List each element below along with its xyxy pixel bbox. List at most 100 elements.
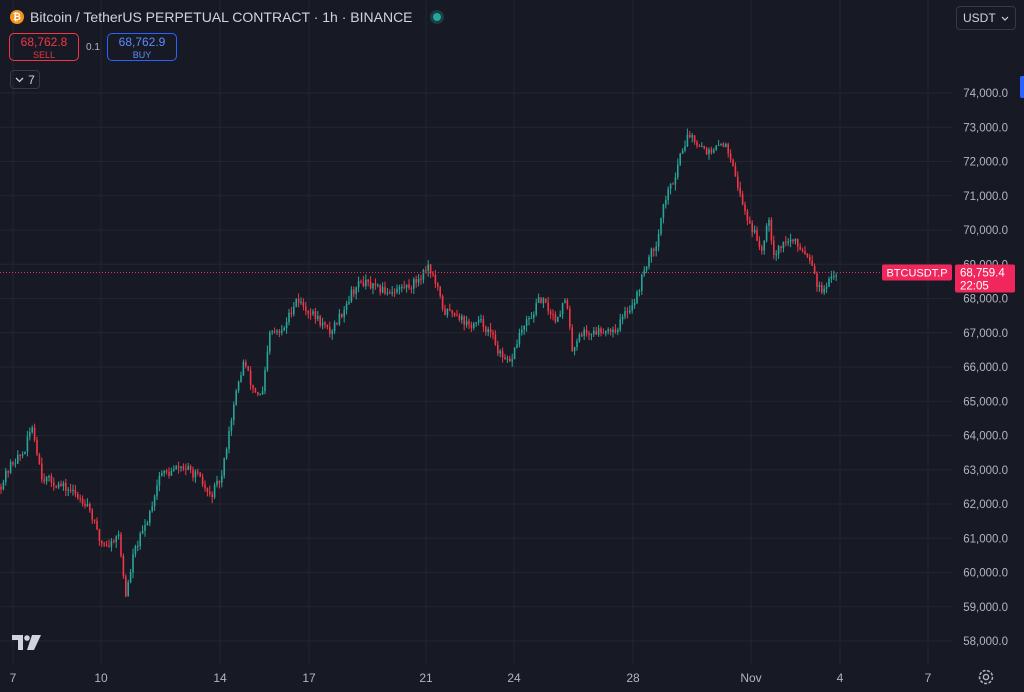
candle <box>417 278 420 283</box>
time-axis: 7 10 14 17 21 24 28 Nov 4 7 <box>10 671 932 685</box>
candle <box>499 351 501 354</box>
candle <box>833 276 835 278</box>
gear-icon[interactable] <box>976 667 996 687</box>
candle <box>619 319 621 331</box>
side-panel-handle[interactable] <box>1020 76 1024 98</box>
candle <box>799 246 801 250</box>
candle <box>494 334 497 345</box>
candle <box>367 279 369 283</box>
candle <box>549 311 552 315</box>
candle <box>480 319 482 321</box>
candle <box>285 322 288 328</box>
candle <box>463 316 465 325</box>
candle <box>149 511 151 524</box>
candle <box>751 223 753 233</box>
candle <box>43 479 45 482</box>
candle <box>153 496 156 507</box>
candle <box>525 319 528 326</box>
indicators-toggle-button[interactable]: 7 <box>10 70 40 89</box>
candle <box>261 391 264 395</box>
sell-price: 68,762.8 <box>20 35 68 49</box>
candle <box>19 454 21 456</box>
candle <box>41 463 43 480</box>
time-tick-label: 4 <box>837 671 844 685</box>
candle <box>453 313 456 316</box>
candle <box>775 254 777 256</box>
candle <box>264 370 266 392</box>
candle <box>398 287 401 289</box>
candle <box>444 308 446 315</box>
candle <box>81 498 84 504</box>
candle <box>105 544 108 546</box>
price-tick-label: 61,000.0 <box>963 533 1008 545</box>
candle <box>482 319 485 327</box>
candle <box>343 309 345 317</box>
candle <box>333 322 336 332</box>
candle <box>348 301 350 304</box>
candle <box>257 392 259 395</box>
candle <box>593 330 595 334</box>
currency-select[interactable]: USDT <box>956 6 1016 30</box>
candle <box>605 331 607 334</box>
candle <box>528 318 530 320</box>
candle <box>372 283 374 289</box>
candle <box>74 489 77 494</box>
candle <box>336 322 338 325</box>
market-open-status-icon <box>432 13 441 21</box>
candle <box>573 347 576 352</box>
time-tick-label: 17 <box>302 671 316 685</box>
tradingview-logo-icon[interactable] <box>12 635 42 651</box>
candle <box>789 239 792 242</box>
candle <box>134 546 137 555</box>
candle <box>209 491 211 495</box>
candle <box>381 287 384 293</box>
symbol-header[interactable]: ₿ Bitcoin / TetherUS PERPETUAL CONTRACT … <box>10 9 441 25</box>
candle <box>821 285 823 293</box>
candle <box>115 536 117 542</box>
candle <box>653 248 655 251</box>
candle <box>103 543 105 545</box>
sell-label: SELL <box>32 50 56 60</box>
candle <box>777 246 780 255</box>
candle <box>355 287 357 294</box>
candle <box>734 166 737 177</box>
sell-button[interactable]: 68,762.8 SELL <box>9 33 79 61</box>
candle <box>705 148 708 155</box>
candle <box>804 251 806 255</box>
candle <box>770 219 773 241</box>
candle <box>14 463 17 465</box>
chevron-down-icon <box>15 77 24 82</box>
candle <box>369 282 372 289</box>
candle <box>828 279 830 287</box>
candle <box>146 523 149 526</box>
candle <box>389 292 391 294</box>
candle <box>77 493 79 498</box>
candle <box>180 466 182 468</box>
candle <box>545 298 547 303</box>
candle <box>761 246 763 251</box>
candle <box>437 283 439 287</box>
candle <box>600 328 602 333</box>
symbol-tag-label: BTCUSDT.P <box>886 267 947 279</box>
candle <box>681 150 684 154</box>
last-price-tag <box>955 264 1015 293</box>
candle <box>509 358 511 362</box>
candle <box>199 472 201 477</box>
candle <box>823 288 825 293</box>
candle <box>401 286 403 288</box>
candle <box>127 582 129 597</box>
candle <box>9 462 12 473</box>
candle <box>535 302 537 315</box>
candle <box>626 311 629 313</box>
candle <box>201 476 204 485</box>
buy-button[interactable]: 68,762.9 BUY <box>107 33 177 61</box>
candle <box>194 471 197 478</box>
candle <box>434 274 437 284</box>
candle <box>710 149 713 153</box>
candle <box>360 281 362 283</box>
candle <box>717 145 720 147</box>
candle <box>446 308 449 315</box>
candle <box>69 489 72 492</box>
order-quantity[interactable]: 0.1 <box>86 41 100 53</box>
